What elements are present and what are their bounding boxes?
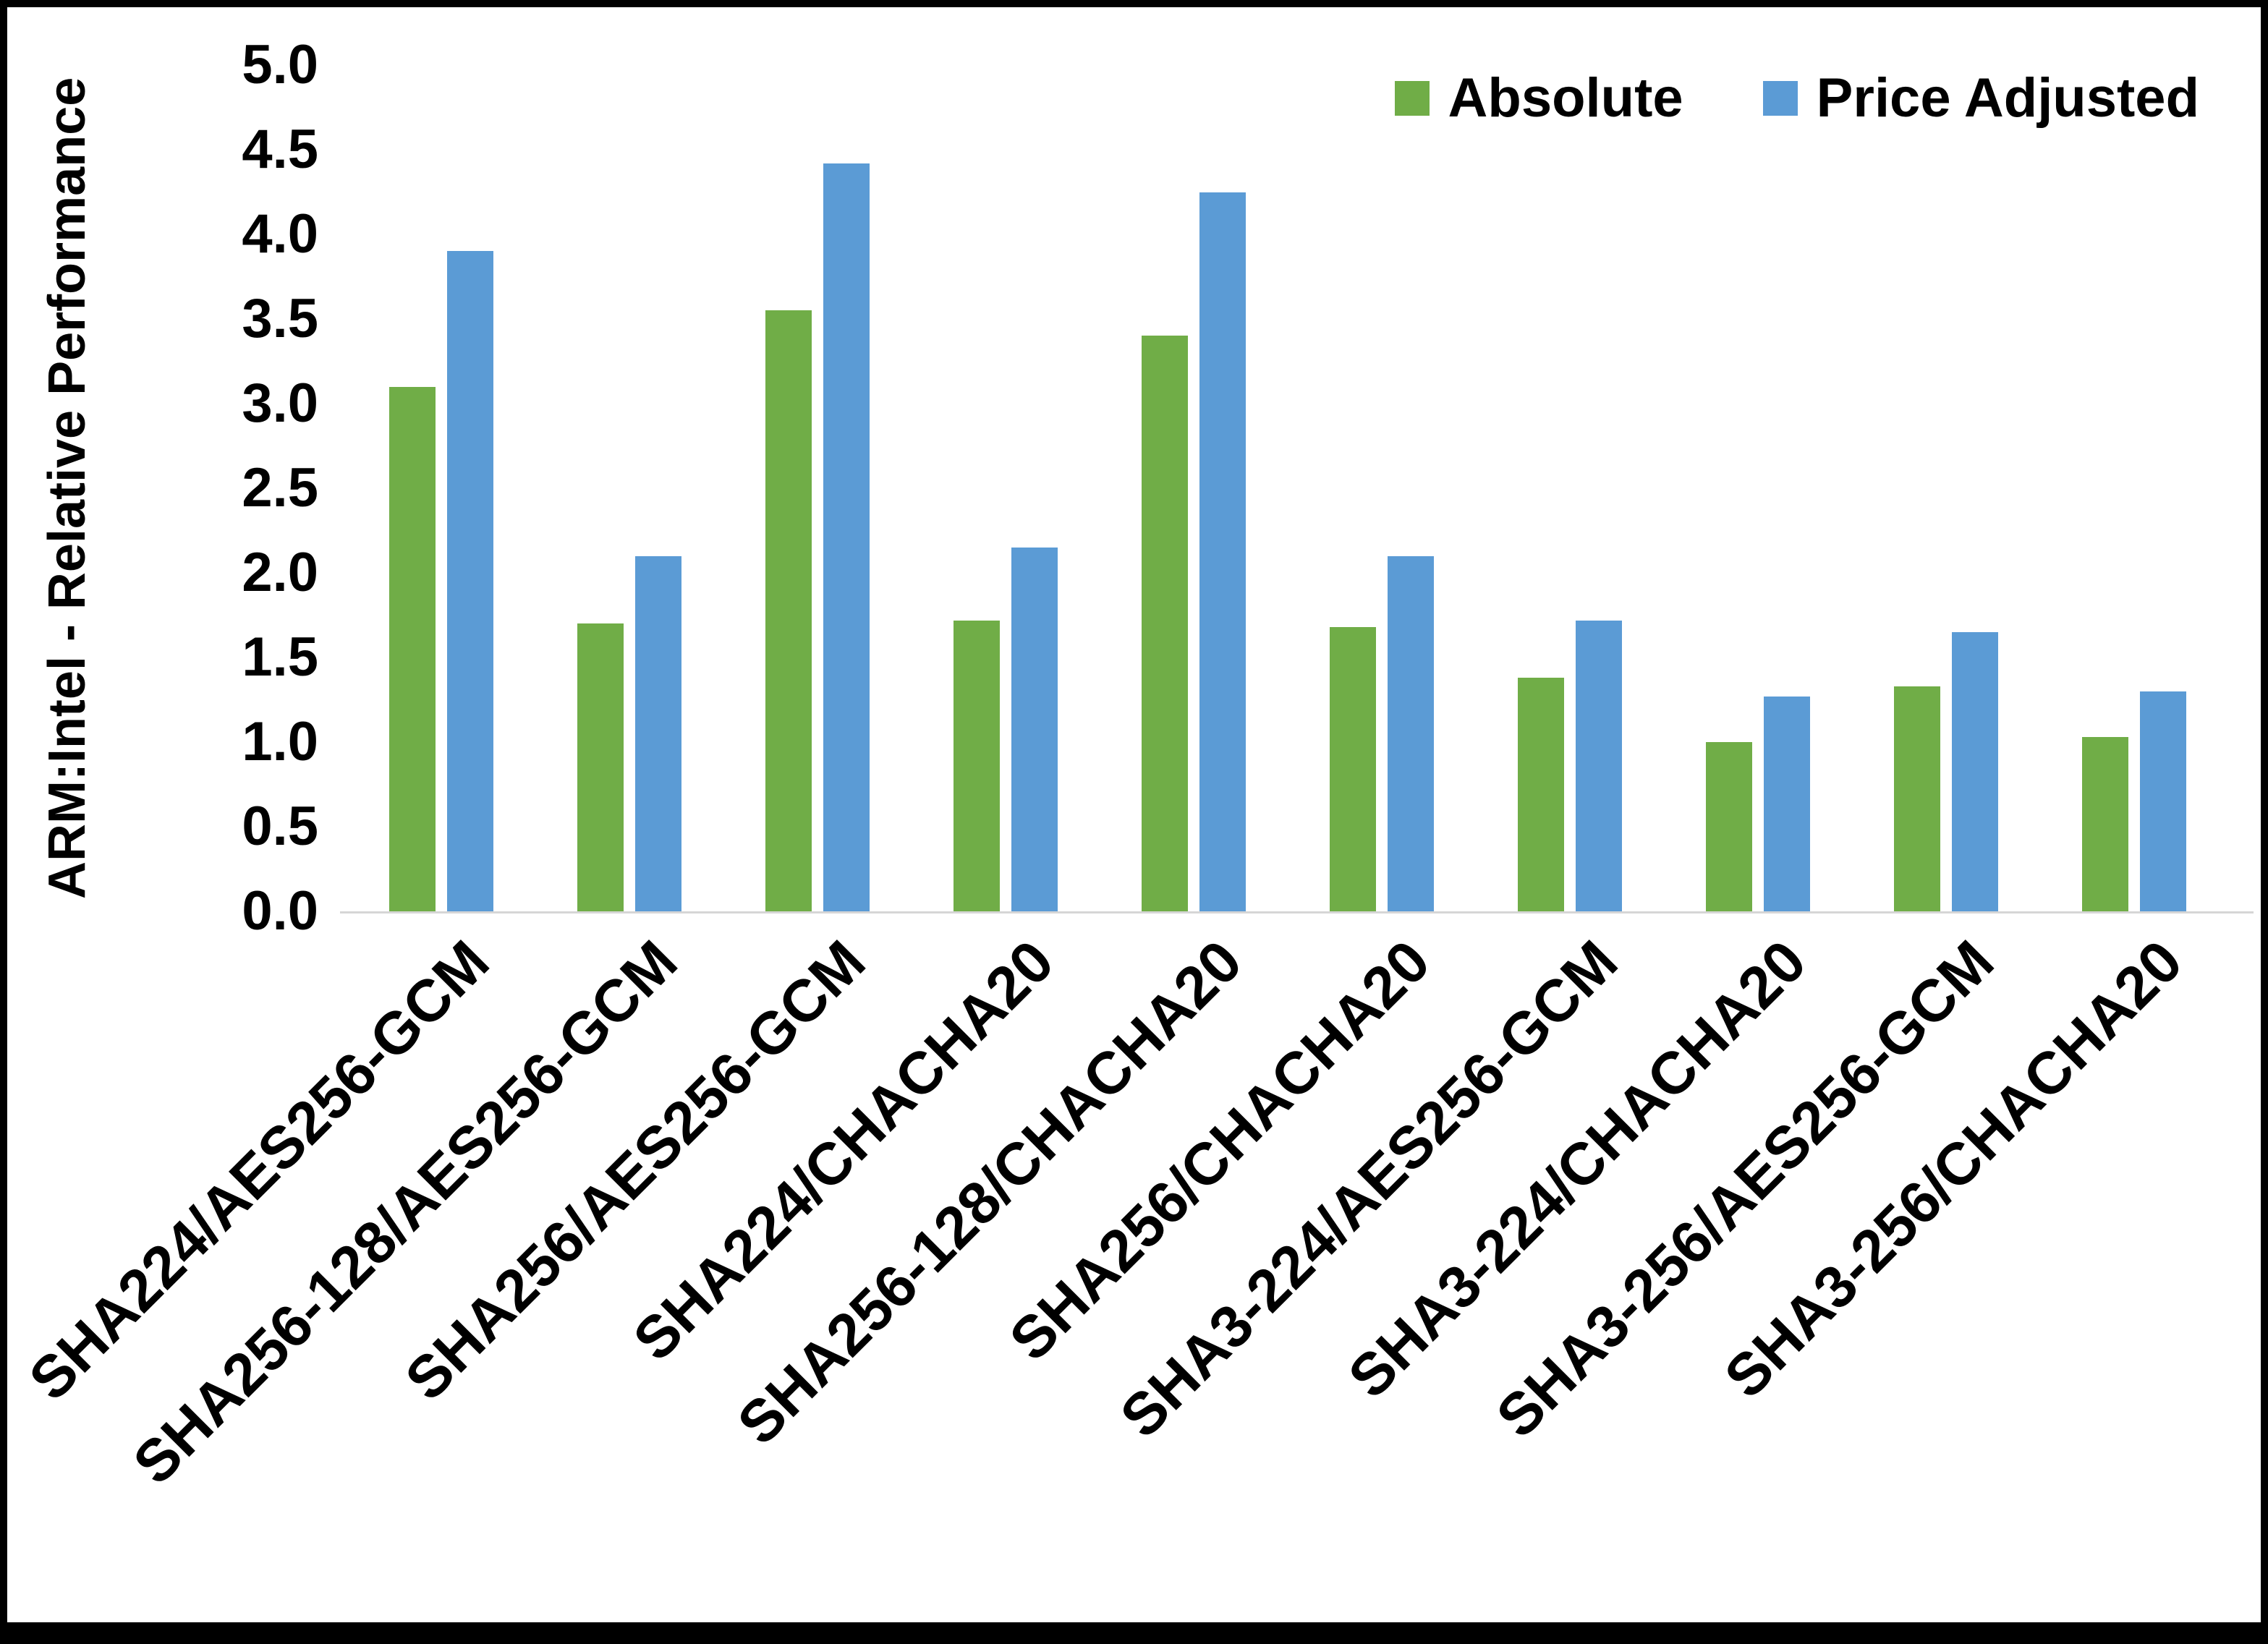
y-tick-label: 2.5	[242, 457, 318, 519]
bar-price-adjusted	[1952, 631, 1998, 911]
legend-item: Price Adjusted	[1762, 67, 2199, 129]
bar-absolute	[954, 620, 1000, 911]
bar-absolute	[1142, 336, 1188, 911]
bar-price-adjusted	[1388, 555, 1434, 911]
bar-absolute	[1518, 678, 1564, 911]
y-tick-label: 0.0	[242, 880, 318, 942]
legend: Absolute Price Adjusted	[1394, 67, 2199, 129]
y-axis-tick-labels: 0.0 0.5 1.0 1.5 2.0 2.5 3.0 3.5 4.0 4.5 5.0	[7, 7, 318, 1622]
bar-price-adjusted	[635, 555, 681, 911]
legend-swatch-icon	[1762, 81, 1798, 116]
bar-absolute	[389, 386, 436, 911]
bar-absolute	[1330, 626, 1376, 911]
legend-swatch-icon	[1394, 81, 1430, 116]
y-tick-label: 2.0	[242, 542, 318, 603]
y-tick-label: 3.5	[242, 288, 318, 349]
bar-price-adjusted	[1576, 620, 1622, 911]
y-tick-label: 1.0	[242, 711, 318, 772]
y-tick-label: 5.0	[242, 34, 318, 95]
legend-label: Price Adjusted	[1816, 67, 2199, 129]
y-tick-label: 4.0	[242, 203, 318, 265]
bar-absolute	[765, 310, 812, 911]
x-axis-line	[340, 911, 2254, 913]
y-tick-label: 3.0	[242, 372, 318, 434]
bar-absolute	[1706, 742, 1752, 911]
bar-price-adjusted	[1199, 192, 1246, 911]
bar-price-adjusted	[2140, 691, 2186, 911]
bar-absolute	[577, 623, 624, 911]
y-tick-label: 1.5	[242, 626, 318, 688]
bar-price-adjusted	[447, 251, 493, 911]
legend-item: Absolute	[1394, 67, 1683, 129]
y-tick-label: 4.5	[242, 119, 318, 180]
plot-area: SHA224/AES256-GCM SHA256-128/AES256-GCM SH…	[17, 65, 2254, 1497]
y-tick-label: 0.5	[242, 796, 318, 857]
bar-price-adjusted	[1011, 547, 1058, 911]
bar-price-adjusted	[1764, 696, 1810, 911]
bar-price-adjusted	[823, 163, 870, 911]
bar-absolute	[2082, 736, 2128, 911]
legend-label: Absolute	[1448, 67, 1683, 129]
bar-absolute	[1894, 686, 1940, 911]
